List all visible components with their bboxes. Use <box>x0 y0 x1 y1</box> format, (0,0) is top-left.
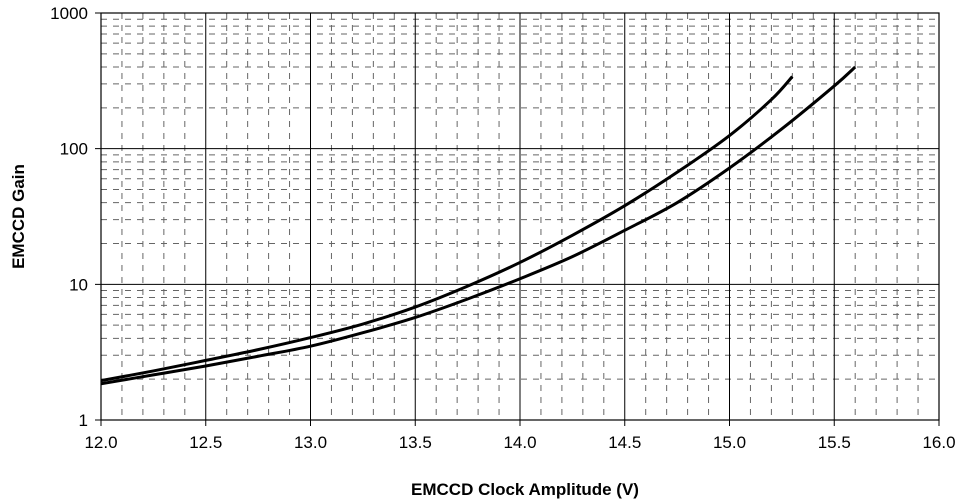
y-tick-label: 10 <box>69 275 88 294</box>
x-tick-labels: 12.0 12.5 13.0 13.5 14.0 14.5 15.0 15.5 16.0 <box>84 433 955 452</box>
series-layer <box>100 65 857 386</box>
minor-grid <box>101 13 939 420</box>
y-tick-label: 100 <box>60 140 88 159</box>
y-tick-label: 1000 <box>50 4 88 23</box>
y-axis-title: EMCCD Gain <box>9 164 28 269</box>
x-tick-label: 15.5 <box>818 433 851 452</box>
x-tick-label: 13.0 <box>294 433 327 452</box>
x-tick-label: 16.0 <box>922 433 955 452</box>
plot-frame <box>100 12 940 421</box>
series-line-2 <box>100 65 857 386</box>
x-tick-label: 15.0 <box>713 433 746 452</box>
y-tick-labels: 1 10 100 1000 <box>50 4 88 430</box>
x-tick-label: 13.5 <box>399 433 432 452</box>
series-line-1 <box>100 75 794 383</box>
y-tick-label: 1 <box>79 411 88 430</box>
x-axis-title: EMCCD Clock Amplitude (V) <box>411 480 639 499</box>
x-tick-label: 14.5 <box>608 433 641 452</box>
major-grid <box>95 12 940 426</box>
x-tick-label: 12.5 <box>189 433 222 452</box>
x-tick-label: 12.0 <box>84 433 117 452</box>
x-tick-label: 14.0 <box>503 433 536 452</box>
